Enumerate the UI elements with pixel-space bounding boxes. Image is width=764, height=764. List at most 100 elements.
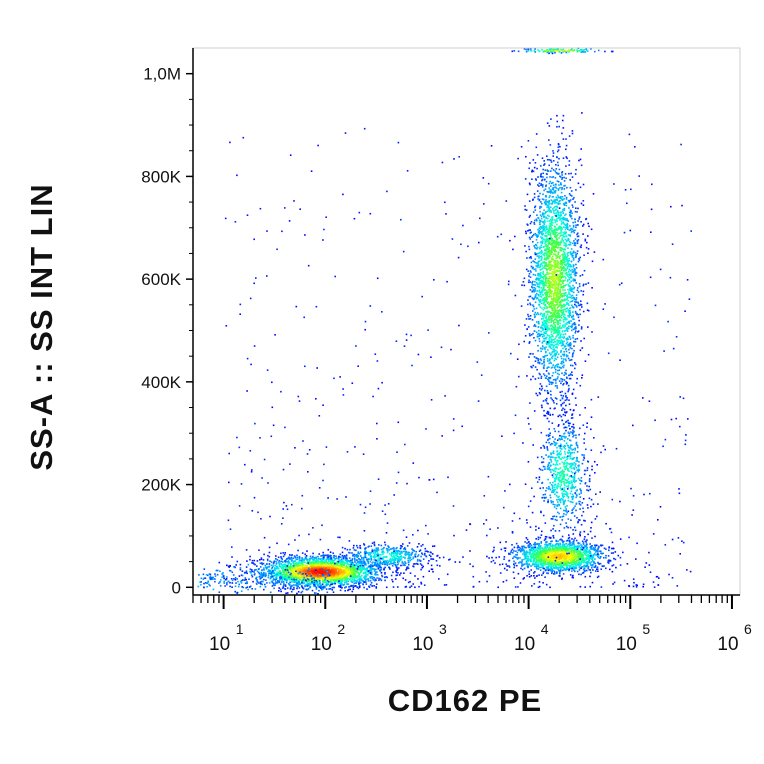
event-dot [348,551,350,554]
event-dot [341,578,344,581]
event-dot [549,280,551,282]
event-dot [334,576,336,579]
event-dot [545,243,547,246]
event-dot [555,164,557,166]
event-dot [322,579,324,582]
event-dot [357,564,359,566]
event-dot [367,554,370,556]
event-dot [561,267,563,270]
event-dot [575,263,577,266]
event-dot [377,549,380,551]
event-dot [538,334,541,336]
event-dot [288,561,290,563]
event-dot [553,248,556,250]
event-dot [310,565,313,568]
event-dot [288,558,290,560]
event-dot [375,568,377,571]
event-dot [579,275,582,277]
event-dot [557,288,559,290]
event-dot [360,562,362,565]
event-dot [348,571,351,573]
event-dot [395,557,397,559]
event-dot [352,562,354,565]
event-dot [376,577,378,579]
event-dot [551,258,553,260]
event-dot [565,283,567,286]
event-dot [327,578,329,580]
event-dot [423,554,426,556]
event-dot [251,559,254,562]
event-dot [568,229,571,232]
event-dot [535,146,538,149]
event-dot [276,559,279,561]
event-dot [303,574,305,577]
event-dot [366,588,368,590]
event-dot [577,239,580,241]
event-dot [577,301,579,304]
event-dot [534,281,536,283]
event-dot [299,583,301,586]
event-dot [537,322,540,325]
event-dot [331,587,334,589]
event-dot [545,211,547,213]
event-dot [302,576,304,579]
event-dot [540,176,543,178]
event-dot [337,582,340,584]
event-dot [308,561,310,563]
event-dot [299,577,301,579]
event-dot [568,374,570,377]
event-dot [293,555,296,557]
event-dot [306,558,309,561]
event-dot [544,355,546,357]
event-dot [393,548,395,551]
event-dot [338,556,340,559]
event-dot [542,328,544,330]
event-dot [303,570,305,572]
event-dot [578,324,580,326]
event-dot [559,187,561,189]
event-dot [324,562,326,565]
event-dot [380,568,382,571]
event-dot [548,284,551,286]
event-dot [581,377,583,379]
event-dot [565,383,568,385]
event-dot [341,546,344,549]
event-dot [351,561,354,564]
event-dot [566,258,569,261]
event-dot [272,574,274,577]
event-dot [364,575,366,577]
event-dot [424,552,426,555]
event-dot [555,257,557,260]
event-dot [296,572,298,575]
event-dot [534,205,537,208]
event-dot [353,578,356,581]
event-dot [544,249,546,252]
event-dot [396,567,398,570]
event-dot [559,228,561,230]
event-dot [414,553,416,556]
event-dot [372,561,374,563]
event-dot [342,561,344,564]
event-dot [561,353,564,356]
event-dot [550,185,552,187]
event-dot [375,583,378,585]
event-dot [530,221,533,223]
event-dot [273,567,276,569]
event-dot [557,202,560,204]
event-dot [548,303,550,306]
event-dot [418,543,420,545]
event-dot [344,586,346,589]
event-dot [546,239,548,241]
event-dot [348,560,350,562]
event-dot [340,558,343,560]
event-dot [533,196,536,199]
event-dot [554,267,556,270]
event-dot [416,558,419,561]
event-dot [349,568,352,571]
event-dot [287,560,290,562]
event-dot [566,397,568,399]
event-dot [535,265,537,267]
event-dot [303,581,306,583]
event-dot [295,558,298,561]
event-dot [268,563,271,565]
